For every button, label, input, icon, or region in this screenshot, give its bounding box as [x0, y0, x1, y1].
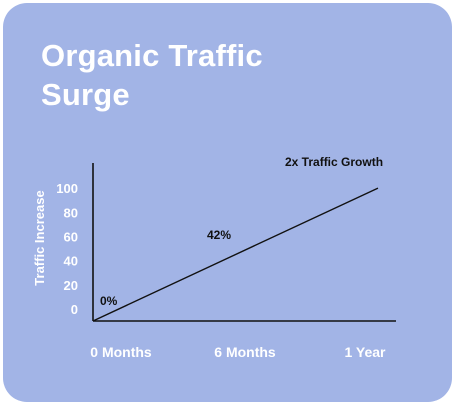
- data-label: 42%: [207, 228, 231, 242]
- x-tick-label: 1 Year: [344, 344, 386, 360]
- y-tick-label: 20: [64, 278, 78, 293]
- data-label: 2x Traffic Growth: [285, 155, 383, 169]
- chart-card: [3, 3, 452, 402]
- chart-axes: [92, 163, 396, 322]
- data-label: 0%: [100, 294, 118, 308]
- x-tick-labels: 0 Months 6 Months 1 Year: [90, 344, 386, 360]
- x-tick-label: 0 Months: [90, 344, 152, 360]
- chart-series: [92, 187, 379, 322]
- y-tick-labels: 0 20 40 60 80 100: [56, 181, 78, 317]
- y-tick-label: 40: [64, 254, 78, 269]
- chart-title-line-1: Organic Traffic: [41, 38, 263, 73]
- x-tick-label: 6 Months: [214, 344, 276, 360]
- chart-annotations: 0% 42% 2x Traffic Growth: [100, 155, 383, 308]
- chart-title-line-2: Surge: [41, 77, 130, 112]
- chart-title: Organic Traffic Surge: [41, 36, 341, 114]
- series-line: [92, 187, 379, 322]
- y-tick-label: 80: [64, 205, 78, 220]
- y-tick-label: 100: [56, 181, 78, 196]
- y-tick-label: 0: [71, 302, 78, 317]
- y-tick-label: 60: [64, 229, 78, 244]
